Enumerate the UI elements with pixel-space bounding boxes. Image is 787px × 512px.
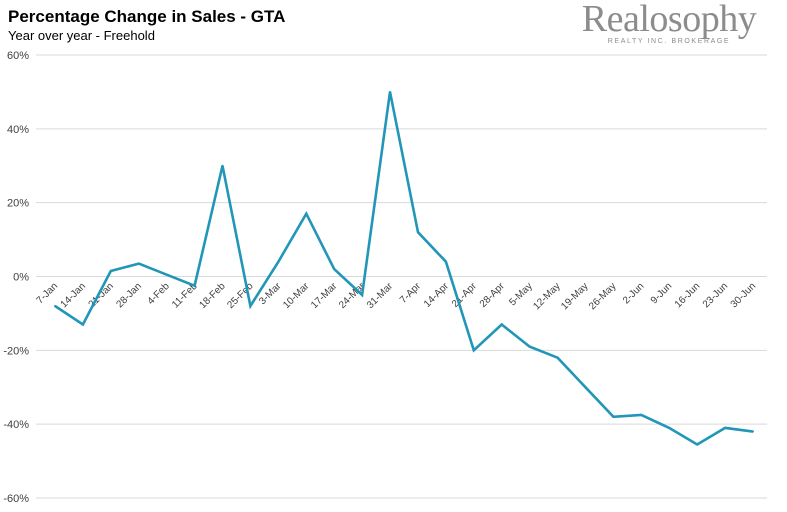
y-axis-ticks: -60% -40% -20% 0% 20% 40% 60% [3,50,29,505]
data-point [193,284,196,287]
x-tick-label: 17-Mar [309,280,340,311]
y-tick-label: 40% [7,124,29,136]
x-tick-label: 28-Jan [114,281,143,310]
y-tick-label: 0% [13,272,29,284]
data-point [640,413,643,416]
x-tick-label: 10-Mar [281,280,312,311]
data-point [416,231,419,234]
x-tick-label: 3-Mar [257,280,284,307]
data-point [444,260,447,263]
chart-title: Percentage Change in Sales - GTA [8,7,286,26]
data-point [109,269,112,272]
brand-logo: Realosophy REALTY INC. BROKERAGE [576,0,762,45]
series-group [54,90,754,447]
y-tick-label: 60% [7,50,29,62]
x-tick-label: 31-Mar [365,280,396,311]
x-tick-label: 14-Jan [59,281,88,310]
gridlines [36,54,767,499]
data-point [612,415,615,418]
data-point [752,430,754,433]
x-tick-label: 28-Apr [478,280,507,309]
logo-tagline: REALTY INC. BROKERAGE [607,38,731,45]
x-tick-label: 23-Jun [701,281,730,310]
x-tick-label: 4-Feb [146,281,173,308]
y-tick-label: -20% [3,345,29,357]
x-tick-label: 7-Apr [398,280,424,306]
x-tick-label: 30-Jun [729,281,758,310]
data-point [249,305,252,308]
chart-subtitle: Year over year - Freehold [8,28,155,43]
y-tick-label: 20% [7,198,29,210]
data-point [137,262,140,265]
data-point [556,356,559,359]
logo-name: Realosophy [581,0,757,40]
x-tick-label: 16-Jun [673,281,702,310]
data-point [333,268,336,271]
data-point [165,273,168,276]
data-point [361,293,364,296]
x-tick-label: 19-May [559,281,590,312]
data-point [500,323,503,326]
data-point [528,345,531,348]
data-point [221,164,224,167]
y-tick-label: -60% [3,493,29,505]
data-point [277,260,280,263]
x-tick-label: 18-Feb [197,281,227,311]
x-tick-label: 9-Jun [649,281,674,306]
data-point [389,90,392,93]
data-point [54,305,56,308]
x-tick-label: 2-Jun [621,281,646,306]
series-line [54,91,754,447]
x-tick-label: 21-Jan [87,281,116,310]
data-point [472,349,475,352]
data-point [584,386,587,389]
data-point [724,426,727,429]
x-tick-label: 26-May [587,281,618,312]
data-point [305,212,308,215]
data-point [81,323,84,326]
x-tick-label: 14-Apr [422,280,451,309]
data-point [668,426,671,429]
data-point [696,443,699,446]
x-tick-label: 7-Jan [35,281,60,306]
y-tick-label: -40% [3,419,29,431]
x-tick-label: 12-May [531,281,562,312]
